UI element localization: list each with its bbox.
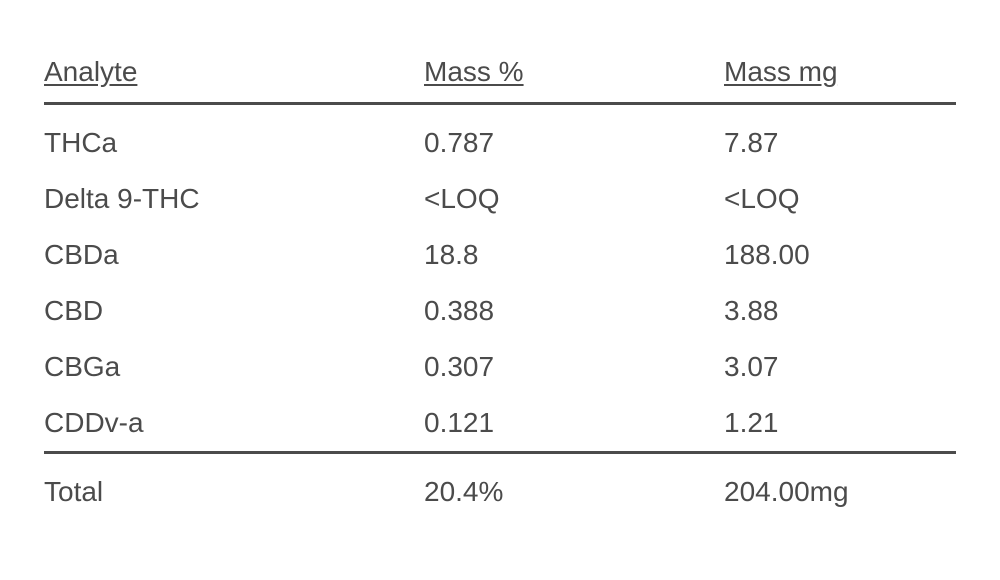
cell-mass-mg: 7.87 [724, 104, 956, 172]
cell-analyte: CBDa [44, 227, 424, 283]
cell-mass-mg: 3.88 [724, 283, 956, 339]
cell-total-mass-mg: 204.00mg [724, 453, 956, 509]
cell-mass-mg: 188.00 [724, 227, 956, 283]
table-row: THCa 0.787 7.87 [44, 104, 956, 172]
table-row: CBDa 18.8 188.00 [44, 227, 956, 283]
table-row: CBGa 0.307 3.07 [44, 339, 956, 395]
table-header-row: Analyte Mass % Mass mg [44, 56, 956, 104]
cell-mass-pct: 0.307 [424, 339, 724, 395]
cell-mass-pct: 0.787 [424, 104, 724, 172]
cell-mass-mg: <LOQ [724, 171, 956, 227]
col-header-mass-mg: Mass mg [724, 56, 956, 104]
table-row: CDDv-a 0.121 1.21 [44, 395, 956, 453]
col-header-analyte: Analyte [44, 56, 424, 104]
cell-analyte: CBGa [44, 339, 424, 395]
cell-mass-pct: 18.8 [424, 227, 724, 283]
cell-analyte: Delta 9-THC [44, 171, 424, 227]
cell-analyte: THCa [44, 104, 424, 172]
col-header-mass-pct: Mass % [424, 56, 724, 104]
cell-mass-pct: 0.121 [424, 395, 724, 453]
cell-mass-pct: 0.388 [424, 283, 724, 339]
cell-mass-pct: <LOQ [424, 171, 724, 227]
cell-mass-mg: 3.07 [724, 339, 956, 395]
cell-mass-mg: 1.21 [724, 395, 956, 453]
cell-analyte: CDDv-a [44, 395, 424, 453]
cell-total-mass-pct: 20.4% [424, 453, 724, 509]
cell-total-label: Total [44, 453, 424, 509]
table-row: Delta 9-THC <LOQ <LOQ [44, 171, 956, 227]
analyte-table-container: Analyte Mass % Mass mg THCa 0.787 7.87 D… [0, 0, 1000, 508]
table-total-row: Total 20.4% 204.00mg [44, 453, 956, 509]
analyte-table: Analyte Mass % Mass mg THCa 0.787 7.87 D… [44, 56, 956, 508]
table-row: CBD 0.388 3.88 [44, 283, 956, 339]
cell-analyte: CBD [44, 283, 424, 339]
